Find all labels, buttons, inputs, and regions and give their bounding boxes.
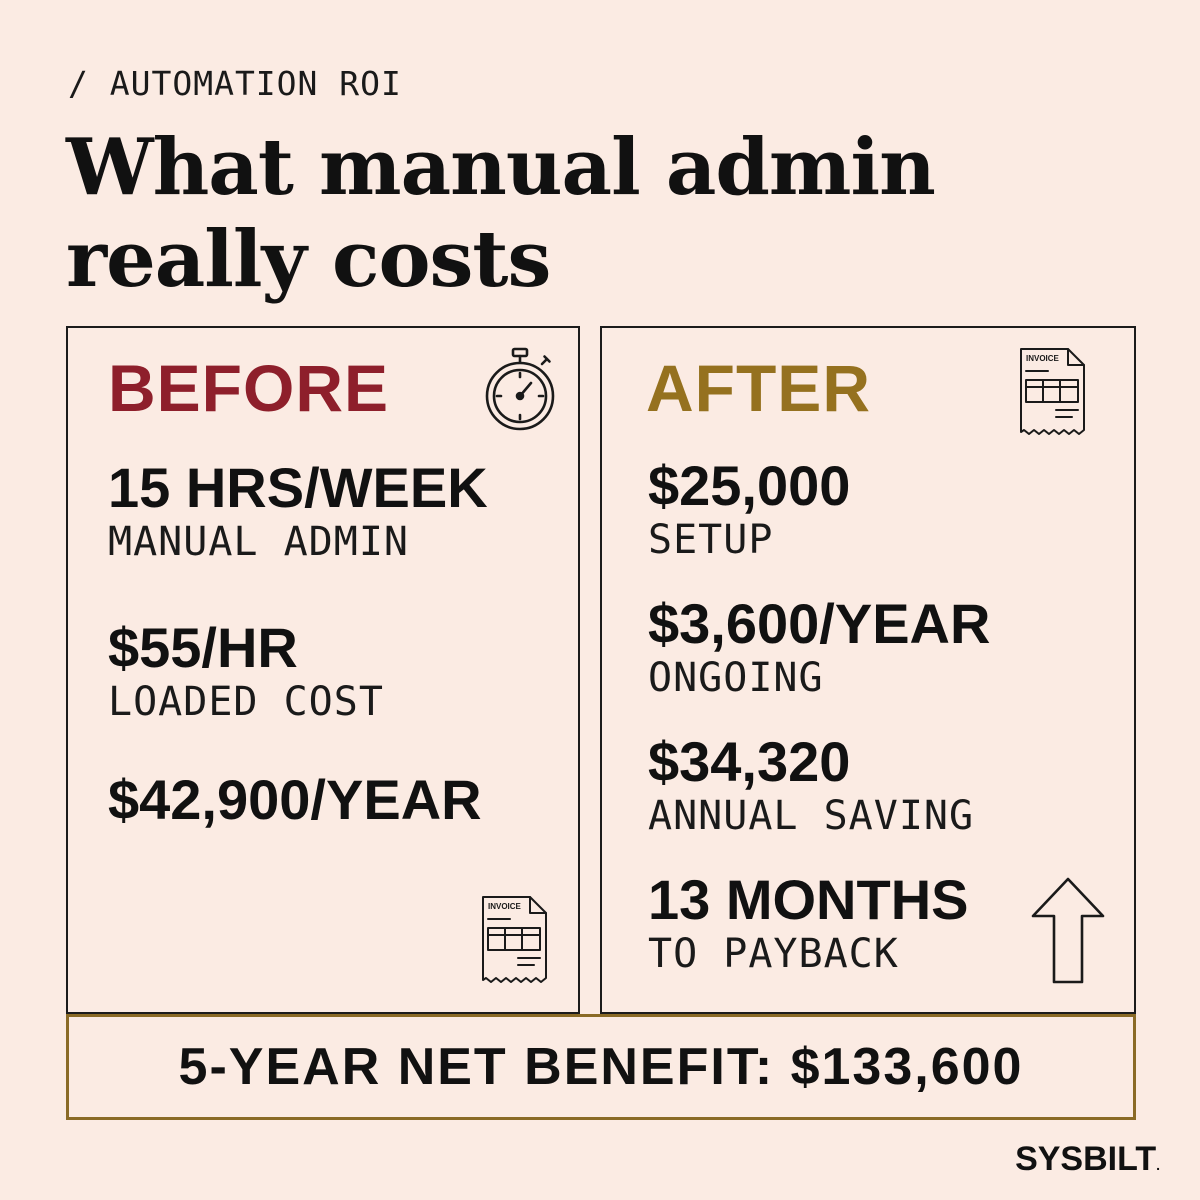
logo-mark: . xyxy=(1156,1157,1160,1173)
after-stat-4: 13 MONTHS TO PAYBACK xyxy=(648,870,969,978)
brand-logo: SYSBILT. xyxy=(1015,1140,1160,1179)
invoice-icon-text: INVOICE xyxy=(488,902,522,911)
before-heading: BEFORE xyxy=(108,351,390,425)
after-stat-label: TO PAYBACK xyxy=(648,931,899,977)
after-stat-value: $3,600/YEAR xyxy=(648,592,991,655)
after-stat-3: $34,320 ANNUAL SAVING xyxy=(648,732,974,840)
after-stat-1: $25,000 SETUP xyxy=(648,456,850,564)
after-stat-2: $3,600/YEAR ONGOING xyxy=(648,594,990,702)
before-stat-value: 15 HRS/WEEK xyxy=(108,456,488,519)
after-stat-label: ANNUAL SAVING xyxy=(648,793,975,839)
after-stat-value: $25,000 xyxy=(648,454,851,517)
net-benefit-banner: 5-YEAR NET BENEFIT: $133,600 xyxy=(66,1014,1136,1120)
logo-text: SYSBILT xyxy=(1015,1140,1157,1178)
after-stat-value: $34,320 xyxy=(648,730,851,793)
after-stat-value: 13 MONTHS xyxy=(648,868,969,931)
page-title: What manual admin really costs xyxy=(66,122,936,305)
before-stat-2: $55/HR LOADED COST xyxy=(108,618,384,726)
invoice-icon-text: INVOICE xyxy=(1026,354,1060,363)
before-stat-value: $55/HR xyxy=(108,616,298,679)
after-heading: AFTER xyxy=(646,351,871,425)
before-stat-1: 15 HRS/WEEK MANUAL ADMIN xyxy=(108,458,488,566)
invoice-icon: INVOICE xyxy=(1020,348,1085,435)
before-stat-3: $42,900/YEAR xyxy=(108,770,482,830)
stopwatch-icon xyxy=(485,347,555,431)
before-panel: BEFORE 15 HRS/WEEK MANUAL ADMIN $55/HR L… xyxy=(66,326,580,1014)
before-stat-value: $42,900/YEAR xyxy=(108,768,482,831)
up-arrow-icon xyxy=(1031,877,1105,984)
invoice-icon: INVOICE xyxy=(482,896,547,983)
before-stat-label: LOADED COST xyxy=(108,679,384,725)
eyebrow-label: / AUTOMATION ROI xyxy=(68,64,402,103)
after-panel: AFTER INVOICE $25,000 SETUP $3,600/YEAR … xyxy=(600,326,1136,1014)
after-stat-label: ONGOING xyxy=(648,655,824,701)
before-stat-label: MANUAL ADMIN xyxy=(108,519,409,565)
after-stat-label: SETUP xyxy=(648,517,774,563)
